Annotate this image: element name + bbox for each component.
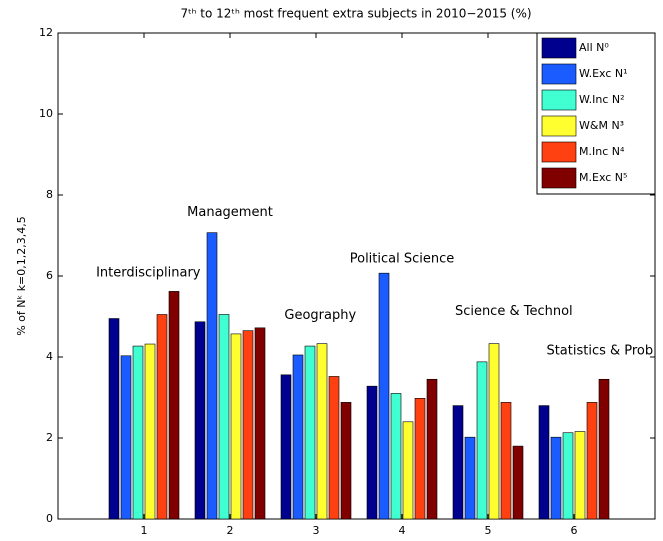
bar <box>292 354 304 520</box>
bar <box>328 376 340 520</box>
bar <box>598 378 610 520</box>
annotation: Management <box>187 205 273 220</box>
bar <box>550 436 562 520</box>
bar <box>316 343 328 520</box>
legend-box <box>536 32 656 195</box>
legend-swatch <box>541 141 577 163</box>
chart-title: 7ᵗʰ to 12ᵗʰ most frequent extra subjects… <box>180 7 531 21</box>
legend-label: W&M N³ <box>579 119 624 132</box>
legend-label: M.Exc N⁵ <box>579 171 627 184</box>
legend-label: All N⁰ <box>579 41 609 54</box>
bar <box>144 343 156 520</box>
bar <box>452 405 464 520</box>
y-tick-label: 2 <box>46 431 53 444</box>
bar <box>586 402 598 520</box>
bar <box>538 405 550 520</box>
bar <box>168 291 180 520</box>
bar <box>194 321 206 520</box>
bar <box>254 327 266 520</box>
legend-swatch <box>541 63 577 85</box>
annotation: Interdisciplinary <box>96 266 201 281</box>
bar <box>464 436 476 520</box>
bar <box>206 232 218 520</box>
bar <box>366 385 378 520</box>
y-tick-label: 0 <box>46 512 53 525</box>
bar <box>414 398 426 520</box>
bar <box>230 333 242 520</box>
bar <box>476 361 488 520</box>
y-tick-label: 10 <box>39 107 53 120</box>
y-axis-label: % of Nᵏ k=0,1,2,3,4,5 <box>15 216 28 336</box>
bar <box>574 431 586 520</box>
y-tick-label: 4 <box>46 350 53 363</box>
legend-swatch <box>541 89 577 111</box>
bar <box>132 345 144 520</box>
bar <box>378 272 390 520</box>
bar <box>304 345 316 520</box>
x-tick-label: 4 <box>399 524 406 537</box>
legend-label: W.Exc N¹ <box>579 67 628 80</box>
bar <box>488 343 500 520</box>
annotation: Science & Technol <box>455 304 573 319</box>
x-tick-label: 5 <box>485 524 492 537</box>
legend-swatch <box>541 37 577 59</box>
legend-label: W.Inc N² <box>579 93 625 106</box>
bar <box>562 432 574 520</box>
annotation: Geography <box>284 308 356 323</box>
bar <box>280 374 292 520</box>
annotation: Statistics & Prob <box>546 344 653 359</box>
bar <box>426 378 438 520</box>
bar <box>402 421 414 520</box>
legend-swatch <box>541 115 577 137</box>
bar <box>340 402 352 520</box>
bar <box>512 445 524 520</box>
bar <box>120 355 132 520</box>
bar <box>218 314 230 520</box>
y-tick-label: 12 <box>39 26 53 39</box>
legend-label: M.Inc N⁴ <box>579 145 625 158</box>
x-tick-label: 3 <box>313 524 320 537</box>
y-tick-label: 8 <box>46 188 53 201</box>
x-tick-label: 2 <box>227 524 234 537</box>
bar <box>242 330 254 520</box>
x-tick-label: 1 <box>141 524 148 537</box>
bar <box>156 314 168 520</box>
x-tick-label: 6 <box>571 524 578 537</box>
bar <box>390 393 402 520</box>
legend-swatch <box>541 167 577 189</box>
annotation: Political Science <box>350 252 455 267</box>
y-tick-label: 6 <box>46 269 53 282</box>
bar <box>500 402 512 520</box>
bar <box>108 318 120 520</box>
